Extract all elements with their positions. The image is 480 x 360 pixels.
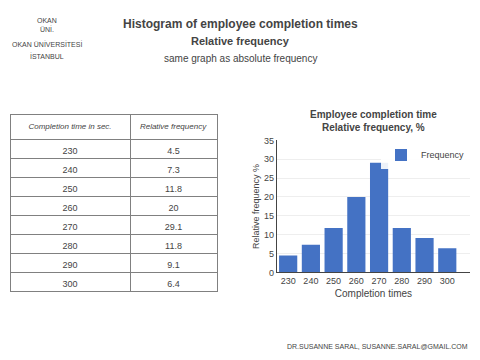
svg-text:230: 230 [63, 146, 78, 156]
svg-text:7.3: 7.3 [167, 165, 180, 175]
svg-text:25: 25 [264, 173, 274, 183]
svg-text:9.1: 9.1 [167, 260, 180, 270]
svg-text:10: 10 [264, 230, 274, 240]
svg-text:240: 240 [303, 276, 318, 286]
svg-text:290: 290 [417, 276, 432, 286]
svg-text:OKAN ÜNİVERSİTESİ: OKAN ÜNİVERSİTESİ [12, 40, 82, 48]
svg-text:300: 300 [63, 279, 78, 289]
svg-text:280: 280 [394, 276, 409, 286]
svg-text:6.4: 6.4 [167, 279, 180, 289]
svg-text:OKANÜNİ.: OKANÜNİ. [37, 17, 57, 33]
svg-text:5: 5 [269, 249, 274, 259]
svg-text:0: 0 [269, 268, 274, 278]
svg-text:270: 270 [63, 222, 78, 232]
svg-text:300: 300 [440, 276, 455, 286]
svg-text:250: 250 [63, 184, 78, 194]
svg-text:DR.SUSANNE SARAL, SUSANNE.SARA: DR.SUSANNE SARAL, SUSANNE.SARAL@GMAIL.CO… [287, 343, 468, 350]
svg-text:Histogram of employee completi: Histogram of employee completion times [123, 17, 358, 31]
svg-text:Relative frequency %: Relative frequency % [251, 164, 261, 249]
svg-text:270: 270 [372, 276, 387, 286]
svg-text:29.1: 29.1 [165, 222, 183, 232]
svg-text:250: 250 [326, 276, 341, 286]
svg-text:280: 280 [63, 241, 78, 251]
svg-text:Frequency: Frequency [421, 150, 464, 160]
svg-text:260: 260 [63, 203, 78, 213]
svg-text:Completion time in sec.: Completion time in sec. [28, 122, 111, 131]
svg-text:Completion times: Completion times [335, 288, 412, 299]
svg-text:15: 15 [264, 211, 274, 221]
svg-text:İSTANBUL: İSTANBUL [30, 52, 64, 60]
svg-text:Relative frequency: Relative frequency [191, 35, 290, 47]
svg-text:240: 240 [63, 165, 78, 175]
svg-text:Employee completion timeRelati: Employee completion timeRelative frequen… [310, 109, 437, 133]
svg-text:Relative frequency: Relative frequency [140, 122, 207, 131]
svg-text:230: 230 [281, 276, 296, 286]
svg-text:35: 35 [264, 136, 274, 146]
svg-text:20: 20 [169, 203, 179, 213]
svg-text:290: 290 [63, 260, 78, 270]
svg-text:11.8: 11.8 [165, 241, 182, 251]
svg-text:260: 260 [349, 276, 364, 286]
svg-text:same graph as absolute frequen: same graph as absolute frequency [164, 53, 317, 64]
svg-text:11.8: 11.8 [165, 184, 182, 194]
svg-text:20: 20 [264, 192, 274, 202]
svg-text:30: 30 [264, 154, 274, 164]
svg-text:4.5: 4.5 [167, 146, 180, 156]
